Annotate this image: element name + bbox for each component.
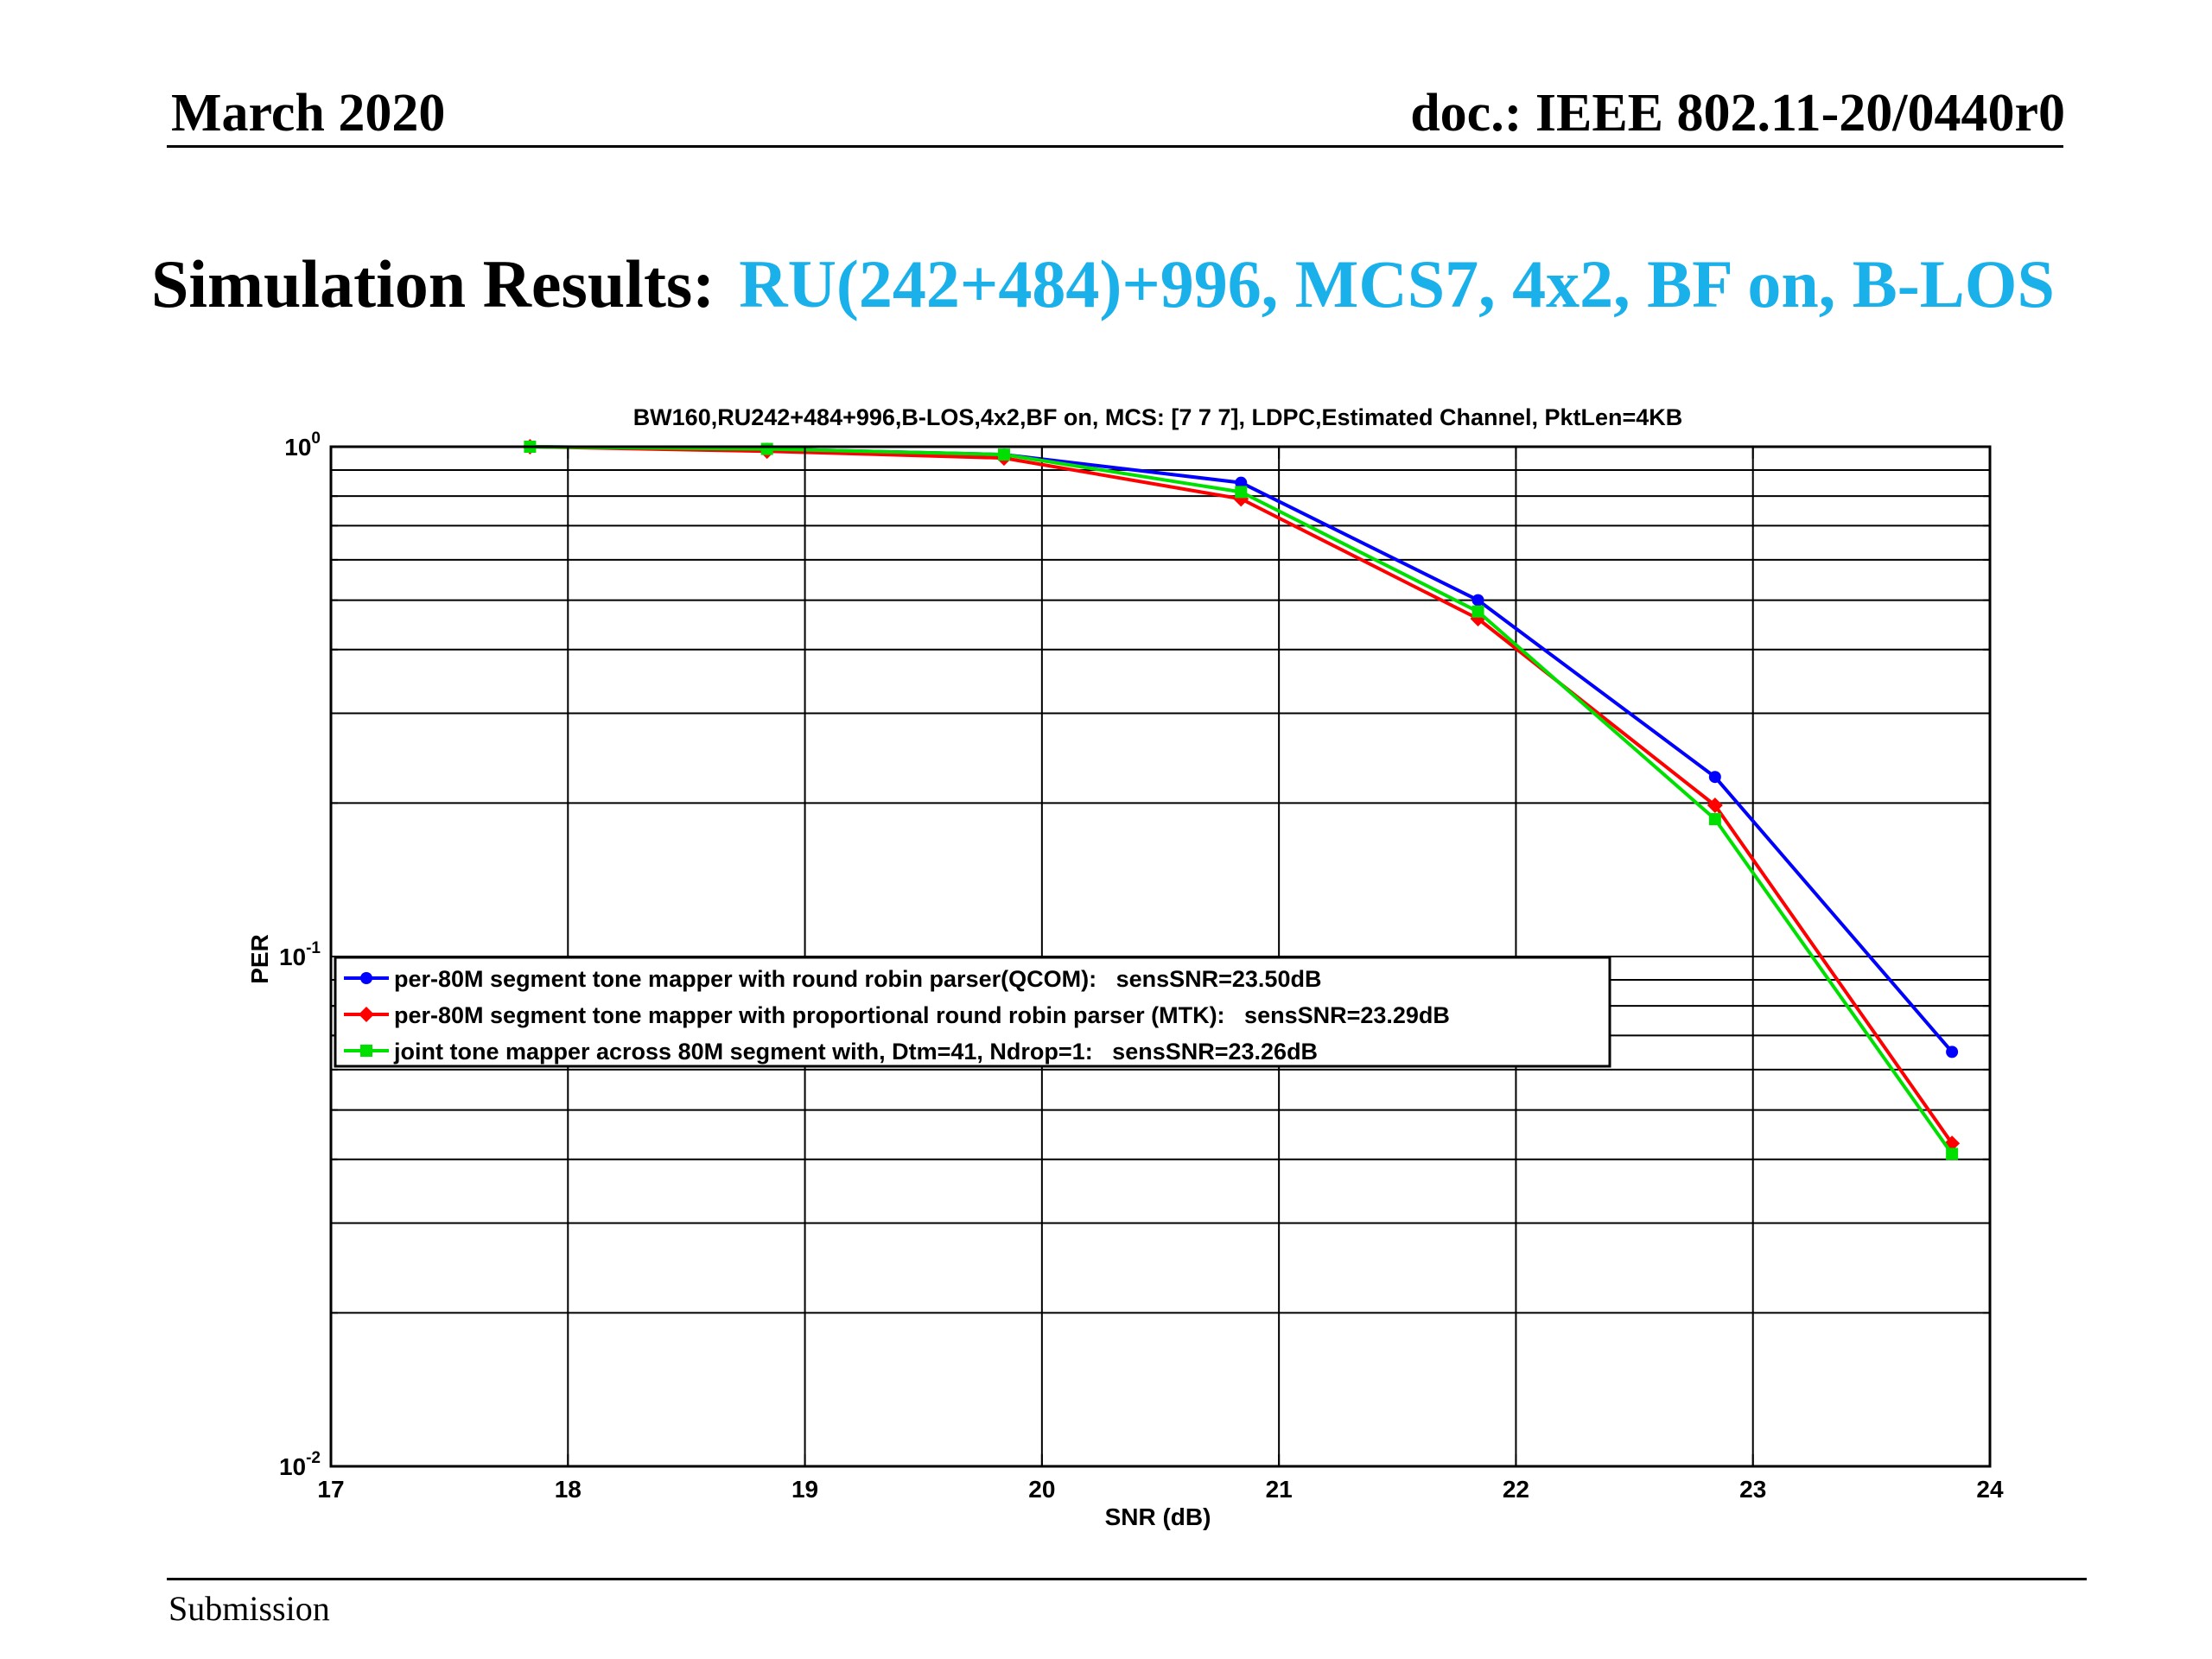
x-tick-label: 19: [791, 1476, 818, 1503]
legend-label: per-80M segment tone mapper with round r…: [394, 966, 1321, 992]
data-point-marker: [1707, 797, 1723, 813]
data-point-marker: [1235, 476, 1248, 489]
footer-divider: [167, 1578, 2087, 1580]
legend-box: [334, 956, 1611, 1068]
legend-item: joint tone mapper across 80M segment wit…: [344, 1039, 1318, 1065]
chart-title: BW160,RU242+484+996,B-LOS,4x2,BF on, MCS…: [633, 404, 1683, 430]
y-tick-label: 100: [284, 429, 321, 461]
slide-title-prefix: Simulation Results:: [151, 246, 715, 321]
slide-title: Simulation Results: RU(242+484)+996, MCS7…: [151, 251, 2055, 318]
data-point-marker: [1471, 605, 1484, 618]
data-point-marker: [760, 442, 773, 455]
x-tick-label: 18: [555, 1476, 582, 1503]
axes: 17 18 19 20 21 22 23 24 100 10-1 10-2: [279, 429, 2004, 1503]
legend: per-80M segment tone mapper with round r…: [334, 956, 1611, 1068]
y-tick-label: 10-1: [279, 939, 321, 970]
legend-item: per-80M segment tone mapper with proport…: [344, 1002, 1450, 1028]
y-axis-label: PER: [246, 934, 273, 984]
x-tick-label: 23: [1739, 1476, 1766, 1503]
x-tick-label: 20: [1028, 1476, 1055, 1503]
slide-title-main: RU(242+484)+996, MCS7, 4x2, BF on, B-LOS: [739, 246, 2055, 321]
data-point-marker: [997, 448, 1010, 461]
legend-label: joint tone mapper across 80M segment wit…: [393, 1039, 1318, 1065]
legend-item: per-80M segment tone mapper with round r…: [344, 966, 1321, 992]
header-document-id: doc.: IEEE 802.11-20/0440r0: [1410, 84, 2065, 143]
data-point-marker: [360, 1045, 372, 1057]
x-tick-label: 22: [1503, 1476, 1529, 1503]
legend-label: per-80M segment tone mapper with proport…: [394, 1002, 1450, 1028]
data-point-marker: [359, 1007, 374, 1022]
data-point-marker: [1235, 486, 1248, 499]
data-point-marker: [360, 972, 372, 984]
header-date: March 2020: [171, 84, 446, 143]
data-point-marker: [1946, 1147, 1959, 1160]
x-tick-label: 21: [1266, 1476, 1293, 1503]
data-point-marker: [1471, 594, 1484, 607]
x-tick-label: 17: [317, 1476, 344, 1503]
data-point-marker: [1708, 812, 1721, 825]
x-axis-label: SNR (dB): [1105, 1503, 1211, 1530]
y-tick-label: 10-2: [279, 1449, 321, 1480]
header-divider: [167, 145, 2063, 148]
data-point-marker: [1946, 1046, 1959, 1058]
data-point-marker: [1708, 771, 1721, 784]
x-tick-label: 24: [1976, 1476, 2004, 1503]
footer-submission: Submission: [168, 1589, 330, 1628]
